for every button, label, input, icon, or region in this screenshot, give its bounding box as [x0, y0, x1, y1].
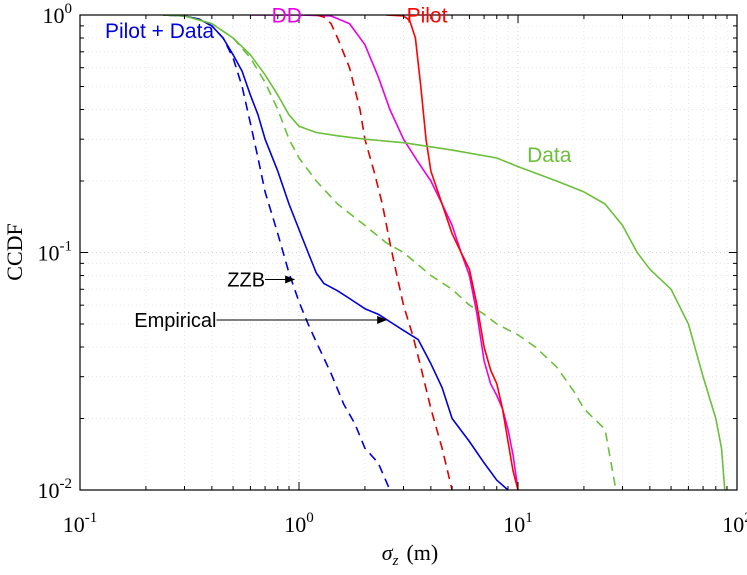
tick-marks	[79, 14, 738, 491]
series-line-dd-empirical	[250, 15, 519, 490]
series-line-data-empirical	[163, 15, 726, 490]
x-tick-labels: 10-1 100 101 102	[63, 510, 747, 537]
x-tick-label: 10-1	[63, 510, 98, 537]
x-tick-label: 100	[284, 510, 314, 537]
series-group	[163, 15, 726, 490]
annotation-label: ZZB	[227, 269, 265, 291]
curve-labels: Pilot + Data DD Pilot Data	[105, 4, 572, 167]
x-tick-label: 101	[503, 510, 533, 537]
y-tick-label: 10-2	[38, 476, 73, 503]
y-tick-label: 100	[43, 1, 73, 28]
curve-label: Data	[527, 144, 572, 167]
x-axis-label: σz (m)	[382, 540, 438, 569]
annotations: ZZB Empirical	[134, 269, 388, 332]
series-line-pilot-data-zzb	[163, 15, 391, 490]
series-line-data-zzb	[163, 15, 617, 490]
x-tick-label: 102	[722, 510, 747, 537]
series-line-pilot-data-empirical	[163, 15, 509, 490]
y-tick-labels: 10-2 10-1 100	[38, 1, 73, 503]
y-tick-label: 10-1	[38, 239, 73, 266]
curve-label: Pilot + Data	[105, 20, 214, 43]
curve-label: Pilot	[407, 4, 448, 27]
annotation-label: Empirical	[134, 310, 216, 332]
y-axis-label: CCDF	[2, 223, 27, 280]
curve-label: DD	[272, 4, 302, 27]
series-line-pilot-empirical	[386, 15, 519, 490]
